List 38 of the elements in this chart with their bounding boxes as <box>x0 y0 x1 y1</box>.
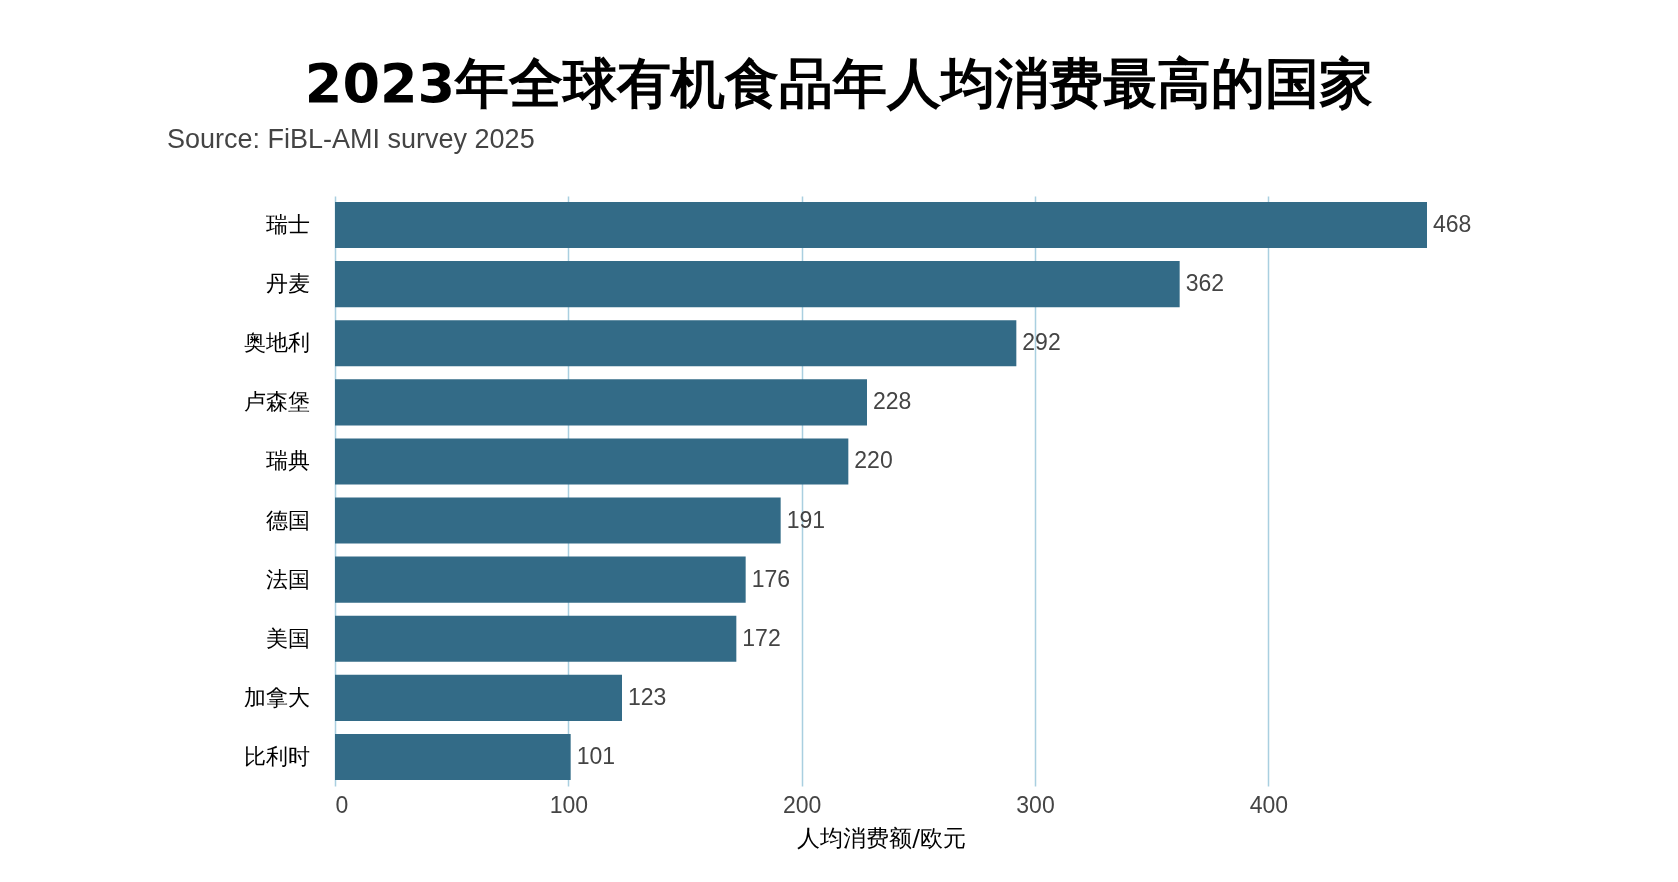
x-tick-label: 200 <box>782 791 822 818</box>
bar <box>335 497 781 544</box>
bar <box>335 733 571 781</box>
y-tick-label: 瑞士 <box>265 211 310 237</box>
bar <box>335 556 746 603</box>
y-tick-label: 卢森堡 <box>243 389 310 415</box>
y-tick-label: 法国 <box>265 566 310 592</box>
data-label: 176 <box>751 565 791 592</box>
x-tick-label: 0 <box>335 791 349 818</box>
data-label: 172 <box>742 624 781 651</box>
data-label: 191 <box>786 506 826 533</box>
data-label: 220 <box>854 447 893 474</box>
data-label: 292 <box>1022 329 1061 356</box>
bar <box>335 201 1427 249</box>
bar <box>335 261 1180 308</box>
data-label: 362 <box>1185 270 1225 297</box>
x-tick-label: 300 <box>1016 791 1055 818</box>
x-tick-label: 400 <box>1249 791 1289 818</box>
chart-title: 2023年全球有机食品年人均消费最高的国家 <box>303 51 1375 117</box>
x-axis-title: 人均消费额/欧元 <box>797 824 966 851</box>
y-tick-label: 加拿大 <box>243 684 310 710</box>
y-tick-label: 比利时 <box>243 744 310 770</box>
source-note: Source: FiBL-AMI survey 2025 <box>167 124 535 155</box>
bar <box>335 320 1017 367</box>
data-label: 123 <box>628 683 667 710</box>
y-tick-label: 瑞典 <box>265 448 310 474</box>
data-label: 228 <box>873 388 912 415</box>
data-label: 468 <box>1433 210 1472 237</box>
bar <box>335 674 622 721</box>
data-label: 101 <box>576 743 616 770</box>
y-tick-label: 德国 <box>265 507 310 533</box>
bar <box>335 615 737 662</box>
x-tick-label: 100 <box>549 791 589 818</box>
bar <box>335 379 867 426</box>
y-tick-label: 奥地利 <box>243 330 310 356</box>
y-tick-label: 丹麦 <box>265 271 310 297</box>
y-tick-label: 美国 <box>265 625 310 651</box>
bar <box>335 438 849 485</box>
